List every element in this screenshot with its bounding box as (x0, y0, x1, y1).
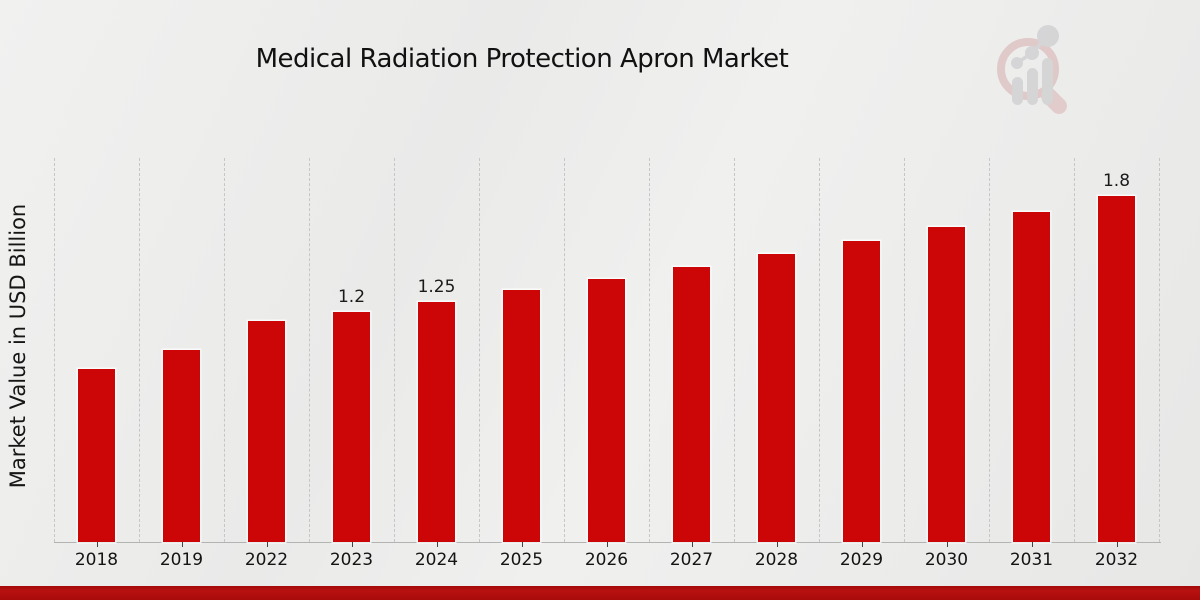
vertical-gridline (989, 158, 990, 542)
bar-value-label-2023: 1.2 (337, 287, 366, 307)
bar-value-label-2024: 1.25 (417, 277, 456, 297)
vertical-gridline (54, 158, 55, 542)
x-axis-tick (436, 542, 438, 547)
bar-2025 (503, 290, 540, 542)
x-tick-label-2026: 2026 (584, 550, 629, 570)
x-tick-label-2019: 2019 (159, 550, 204, 570)
x-axis-tick (691, 542, 693, 547)
bar-2018 (78, 369, 115, 542)
x-axis-tick (1031, 542, 1033, 547)
vertical-gridline (309, 158, 310, 542)
vertical-gridline (819, 158, 820, 542)
x-axis-tick (351, 542, 353, 547)
x-axis-tick (946, 542, 948, 547)
bar-2030 (928, 227, 965, 542)
x-tick-label-2031: 2031 (1009, 550, 1054, 570)
x-tick-label-2018: 2018 (74, 550, 119, 570)
x-axis-tick (96, 542, 98, 547)
x-tick-label-2023: 2023 (329, 550, 374, 570)
bar-2028 (758, 254, 795, 542)
vertical-gridline (224, 158, 225, 542)
x-tick-label-2028: 2028 (754, 550, 799, 570)
x-axis-tick (606, 542, 608, 547)
vertical-gridline (394, 158, 395, 542)
bar-2029 (843, 241, 880, 542)
magnifier-bar-chart-logo-icon (997, 25, 1067, 114)
x-axis-tick (521, 542, 523, 547)
vertical-gridline (1074, 158, 1075, 542)
bar-2032 (1098, 196, 1135, 542)
x-tick-label-2030: 2030 (924, 550, 969, 570)
x-axis-tick (1116, 542, 1118, 547)
bar-2022 (248, 321, 285, 542)
bar-2026 (588, 279, 625, 542)
bar-2024 (418, 302, 455, 542)
x-tick-label-2022: 2022 (244, 550, 289, 570)
chart-title: Medical Radiation Protection Apron Marke… (255, 44, 789, 74)
vertical-gridline (1159, 158, 1160, 542)
x-tick-label-2029: 2029 (839, 550, 884, 570)
plot-area: 2018 2019 2022 1.2 2023 1.25 2024 2025 2026 2027 2… (54, 158, 1161, 570)
x-tick-label-2025: 2025 (499, 550, 544, 570)
vertical-gridline (734, 158, 735, 542)
vertical-gridline (904, 158, 905, 542)
x-axis-line (54, 542, 1161, 543)
x-axis-tick (861, 542, 863, 547)
x-tick-label-2032: 2032 (1094, 550, 1139, 570)
vertical-gridline (564, 158, 565, 542)
x-tick-label-2027: 2027 (669, 550, 714, 570)
x-tick-label-2024: 2024 (414, 550, 459, 570)
bar-2019 (163, 350, 200, 542)
x-axis-tick (776, 542, 778, 547)
x-axis-tick (181, 542, 183, 547)
vertical-gridline (139, 158, 140, 542)
bar-2031 (1013, 212, 1050, 542)
bar-value-label-2032: 1.8 (1102, 171, 1131, 191)
vertical-gridline (649, 158, 650, 542)
bar-2023 (333, 312, 370, 542)
footer-accent-bar (0, 586, 1200, 600)
y-axis-label: Market Value in USD Billion (6, 203, 30, 489)
x-axis-tick (266, 542, 268, 547)
bar-2027 (673, 267, 710, 542)
vertical-gridline (479, 158, 480, 542)
